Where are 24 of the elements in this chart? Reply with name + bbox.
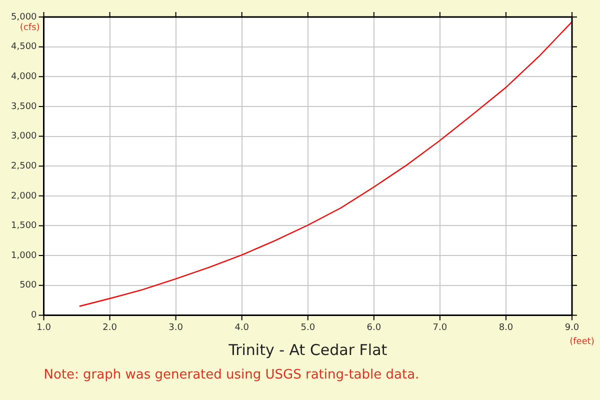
x-tick-label: 5.0 (300, 322, 316, 333)
text: Trinity - At Cedar Flat (228, 341, 388, 360)
y-tick-label: 4,500 (11, 42, 38, 52)
x-tick-label: 6.0 (366, 322, 382, 333)
y-tick-label: 3,000 (11, 132, 38, 142)
y-tick-label: 0 (31, 310, 38, 321)
x-tick-label: 9.0 (564, 322, 580, 333)
y-tick-label: 5,000 (11, 12, 38, 22)
x-tick-label: 4.0 (234, 322, 250, 333)
y-tick-label: 4,000 (11, 72, 38, 82)
text: Note: graph was generated using USGS rating-table data. (44, 368, 420, 383)
x-tick-label: 2.0 (102, 322, 118, 333)
x-tick-label: 7.0 (432, 322, 448, 333)
y-tick-label: 2,000 (11, 191, 38, 202)
x-tick-label: 1.0 (36, 322, 52, 333)
y-tick-label: 3,500 (11, 102, 38, 112)
y-tick-label: 2,500 (11, 161, 38, 172)
x-tick-label: 3.0 (168, 322, 184, 333)
y-tick-label: 1,000 (11, 250, 38, 261)
y-tick-label: 1,500 (11, 221, 38, 232)
x-tick-label: 8.0 (498, 322, 514, 333)
x-axis-title: (feet) (570, 337, 594, 348)
y-axis-title: (cfs) (20, 22, 40, 33)
y-tick-label: 500 (20, 280, 38, 291)
